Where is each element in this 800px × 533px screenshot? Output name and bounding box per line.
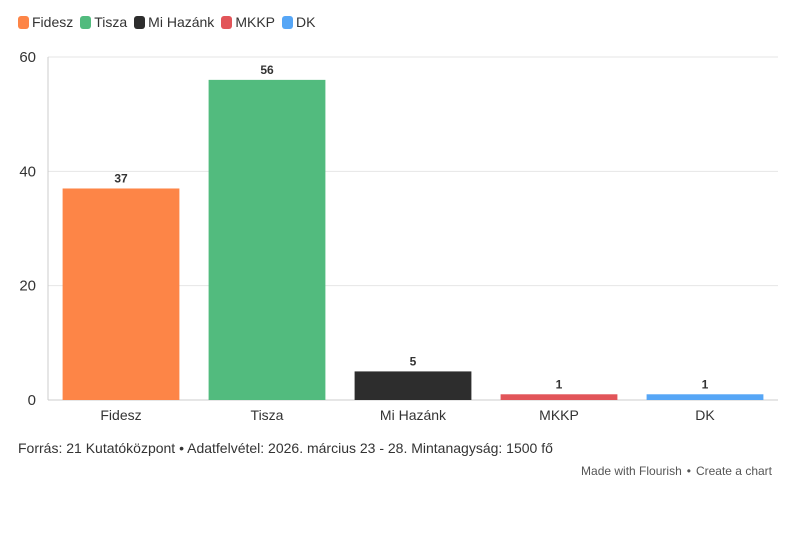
x-category-label: MKKP <box>539 407 579 423</box>
x-category-label: Tisza <box>251 407 284 423</box>
x-category-label: Mi Hazánk <box>380 407 447 423</box>
x-category-label: Fidesz <box>100 407 141 423</box>
bar-value-label: 1 <box>702 377 709 391</box>
legend-label: Mi Hazánk <box>148 14 215 30</box>
y-tick-label: 60 <box>19 49 36 66</box>
made-with-flourish-link[interactable]: Made with Flourish <box>581 464 682 478</box>
y-tick-label: 40 <box>19 163 36 180</box>
legend-label: DK <box>296 14 316 30</box>
credits-separator: • <box>686 464 691 478</box>
legend-swatch <box>221 15 233 29</box>
bar-value-label: 56 <box>260 63 274 77</box>
legend-label: Tisza <box>94 14 128 30</box>
y-tick-label: 20 <box>19 278 36 295</box>
bar[interactable] <box>500 394 618 400</box>
credits: Made with Flourish • Create a chart <box>581 464 772 478</box>
source-note: Forrás: 21 Kutatóközpont • Adatfelvétel:… <box>18 440 553 456</box>
bar[interactable] <box>646 394 764 400</box>
legend-swatch <box>80 15 92 29</box>
legend: Fidesz Tisza Mi Hazánk MKKP DK <box>18 14 322 30</box>
legend-label: Fidesz <box>32 14 74 30</box>
legend-swatch <box>134 15 146 29</box>
create-a-chart-link[interactable]: Create a chart <box>695 464 772 478</box>
legend-item[interactable]: Mi Hazánk <box>134 14 214 30</box>
legend-item[interactable]: MKKP <box>221 14 275 30</box>
legend-item[interactable]: Fidesz <box>18 14 73 30</box>
legend-swatch <box>282 15 293 29</box>
x-category-label: DK <box>695 407 715 423</box>
y-tick-label: 0 <box>28 392 36 409</box>
legend-item[interactable]: DK <box>282 14 315 30</box>
legend-label: MKKP <box>235 14 275 30</box>
bar-value-label: 5 <box>410 354 417 368</box>
bar[interactable] <box>354 371 472 400</box>
bar-value-label: 37 <box>114 171 128 185</box>
bar-value-label: 1 <box>556 377 563 391</box>
legend-item[interactable]: Tisza <box>80 14 127 30</box>
bar[interactable] <box>62 188 180 400</box>
legend-swatch <box>18 15 29 29</box>
bar[interactable] <box>208 79 326 400</box>
bar-chart: 0 20 40 60 37 Fidesz 56 Tisza 5 Mi Hazánk 1 MKKP 1 DK <box>19 49 778 423</box>
